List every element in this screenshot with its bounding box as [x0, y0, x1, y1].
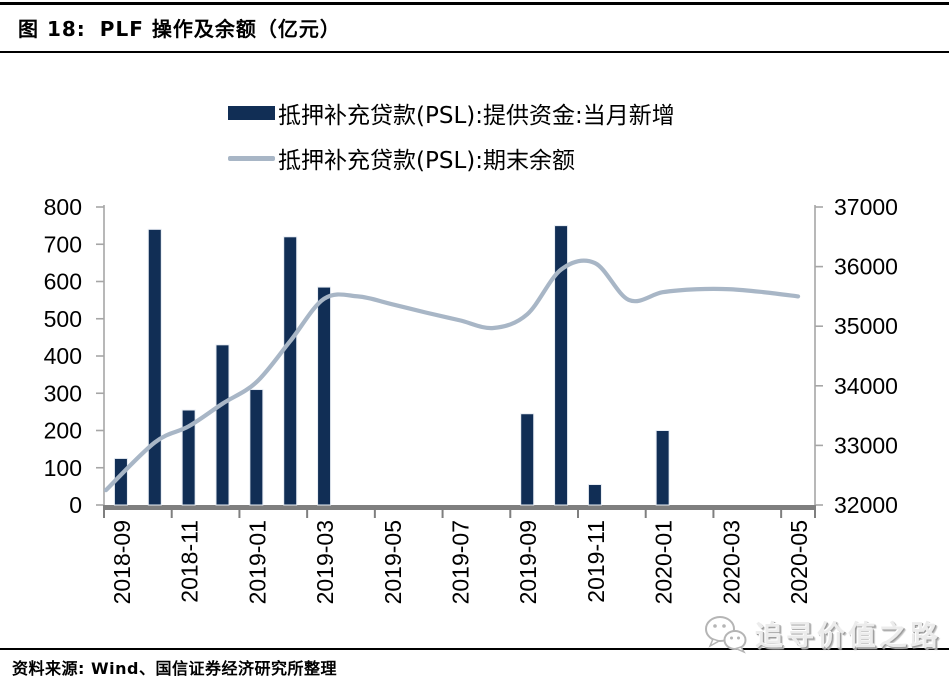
bar	[587, 484, 602, 506]
bar	[655, 430, 670, 506]
right-axis-label: 36000	[834, 254, 898, 280]
left-axis-label: 700	[44, 231, 82, 257]
balance-line	[103, 258, 801, 493]
figure-number: 图 18:	[18, 17, 86, 41]
figure-title: 图 18: PLF 操作及余额（亿元）	[18, 13, 341, 42]
bar	[215, 344, 230, 506]
bar	[520, 413, 535, 506]
watermark: 追寻价值之路	[703, 614, 941, 654]
bar	[181, 409, 196, 506]
x-axis-label: 2020-05	[786, 520, 812, 604]
wechat-icon	[704, 616, 747, 654]
bar	[147, 228, 162, 506]
title-underline	[0, 51, 949, 53]
bar	[249, 389, 264, 506]
source-note: 资料来源: Wind、国信证券经济研究所整理	[12, 659, 337, 678]
bar-series-swatch	[228, 106, 275, 120]
left-axis-label: 600	[44, 269, 82, 295]
left-axis-label: 200	[44, 418, 82, 444]
footer-rule	[0, 648, 949, 650]
top-border	[0, 2, 949, 5]
left-axis-label: 400	[44, 343, 82, 369]
x-axis-label: 2019-03	[312, 520, 338, 604]
x-axis-label: 2019-11	[583, 520, 609, 603]
right-axis-label: 32000	[834, 492, 898, 518]
x-axis-label: 2019-01	[244, 520, 270, 604]
right-axis-label: 33000	[834, 432, 898, 458]
x-axis-label: 2018-09	[109, 520, 135, 604]
left-axis-label: 100	[44, 455, 82, 481]
chart-legend: 抵押补充贷款(PSL):提供资金:当月新增 抵押补充贷款(PSL):期末余额	[228, 94, 675, 177]
legend-item-new-psl: 抵押补充贷款(PSL):提供资金:当月新增	[228, 94, 675, 132]
bar	[554, 225, 569, 506]
left-axis-label: 500	[44, 306, 82, 332]
right-axis-label: 35000	[834, 313, 898, 339]
x-axis-label: 2019-05	[380, 520, 406, 604]
chart-canvas: 0 100 200 300 400 500 600 700 800 32000 33000 34000…	[44, 194, 898, 604]
left-axis-label: 0	[69, 492, 82, 518]
legend-label-line: 抵押补充贷款(PSL):期末余额	[278, 148, 575, 174]
x-axis-label: 2019-07	[448, 520, 474, 604]
line-series-swatch	[228, 155, 275, 161]
left-axis-label: 300	[44, 380, 82, 406]
legend-label-bar: 抵押补充贷款(PSL):提供资金:当月新增	[278, 103, 675, 129]
x-axis-label: 2020-03	[718, 520, 744, 604]
bar	[317, 286, 332, 506]
bar	[283, 236, 298, 506]
legend-item-psl-balance: 抵押补充贷款(PSL):期末余额	[228, 139, 675, 177]
watermark-text: 追寻价值之路	[754, 619, 941, 652]
left-axis-label: 800	[44, 194, 82, 220]
right-axis-label: 37000	[834, 194, 898, 220]
x-axis-label: 2019-09	[515, 520, 541, 604]
right-axis-label: 34000	[834, 373, 898, 399]
figure-title-text: PLF 操作及余额（亿元）	[99, 17, 341, 41]
x-axis-label: 2020-01	[651, 520, 677, 604]
x-axis-label: 2018-11	[177, 520, 203, 603]
